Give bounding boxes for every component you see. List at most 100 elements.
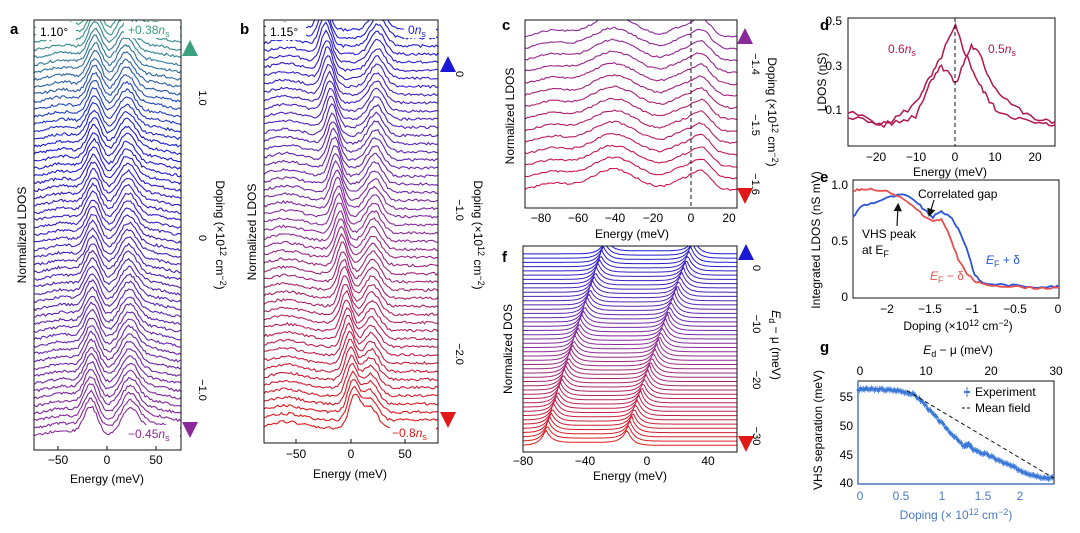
y-tick: 0.5: [831, 234, 848, 248]
panel-d: d 0.6ns 0.5ns LDOS (nS) Energy (meV) 0.1…: [815, 14, 1056, 179]
spectrum-trace: [264, 345, 438, 382]
right-tick: −1.5: [749, 114, 761, 136]
x-tick: −40: [575, 454, 596, 468]
lines-d: [847, 22, 1056, 129]
top-tick: 20: [984, 364, 998, 378]
spectrum-trace: [34, 397, 181, 429]
vhs-peak-arrow: [893, 202, 902, 227]
spectrum-trace: [525, 50, 737, 74]
y-tick: 0.3: [825, 59, 842, 73]
panel-letter: d: [820, 17, 829, 34]
legend-g: Experiment Mean field: [962, 385, 1036, 415]
x-tick: −1: [965, 302, 979, 316]
x-axis-label: Energy (meV): [70, 472, 144, 486]
dos-trace: [523, 393, 737, 412]
x-tick: −50: [48, 453, 69, 467]
integrated-ldos-series-1: [852, 187, 1060, 290]
right-ticks: −1.4 −1.5 −1.6: [749, 53, 761, 195]
x-tick: −50: [286, 447, 307, 461]
spectrum-trace: [264, 258, 438, 292]
dos-trace: [523, 384, 737, 404]
dos-trace: [523, 246, 737, 259]
angle-label: 1.15°: [270, 25, 298, 39]
x-tick: −80: [531, 211, 552, 225]
x-tick: 50: [149, 453, 163, 467]
right-tick: −1.0: [196, 379, 208, 401]
panel-letter: c: [502, 17, 510, 34]
ldos-series-1: [847, 42, 1056, 129]
spectrum-trace: [34, 257, 181, 289]
spectrum-trace: [34, 360, 181, 393]
spectrum-trace: [34, 34, 181, 67]
spectrum-trace: [34, 80, 181, 111]
x-axis-label: Doping (×1012 cm−2): [903, 318, 1012, 333]
x-tick: 2: [1017, 489, 1024, 503]
spectrum-trace: [264, 192, 438, 227]
dos-trace: [523, 333, 737, 353]
x-tick: 0: [644, 454, 651, 468]
top-tick: 0: [857, 364, 864, 378]
label-bg: [266, 22, 306, 40]
label-bg: [124, 425, 180, 441]
x-tick: −10: [906, 150, 927, 164]
spectrum-trace: [34, 389, 181, 423]
dos-trace: [523, 299, 737, 319]
spectrum-trace: [525, 132, 737, 156]
right-ticks: 1.0 0 −1.0: [196, 90, 208, 401]
spectrum-trace: [264, 362, 438, 398]
experiment-point: [1014, 465, 1018, 469]
spectrum-trace: [264, 29, 438, 64]
spectrum-trace: [264, 322, 438, 357]
legend-experiment: Experiment: [975, 385, 1036, 399]
dos-trace: [523, 246, 737, 263]
dos-trace: [523, 291, 737, 310]
spectrum-trace: [34, 317, 181, 348]
experiment-point: [985, 452, 989, 456]
y-tick: 0.5: [825, 14, 842, 28]
series-label-0.6: 0.6ns: [888, 42, 916, 58]
angle-label: 1.10°: [40, 25, 68, 39]
spectrum-trace: [34, 368, 181, 400]
top-doping-label: +0.38ns: [128, 23, 170, 39]
traces-b: [264, 20, 438, 431]
dos-trace: [523, 414, 737, 434]
y-tick: 55: [840, 390, 854, 404]
panel-c: c Normalized LDOS Energy (meV) −80 −60 −…: [502, 17, 780, 241]
x-axis-label: Energy (meV): [593, 469, 667, 483]
x-tick: −20: [866, 150, 887, 164]
x-tick: 0: [1055, 302, 1062, 316]
spectrum-trace: [34, 278, 181, 312]
integrated-ldos-series-0: [852, 193, 1060, 289]
x-tick: 20: [1028, 150, 1042, 164]
spectrum-trace: [34, 153, 181, 185]
right-tick: −1.4: [749, 53, 761, 75]
spectrum-trace: [34, 383, 181, 415]
right-tick: −20: [750, 371, 762, 390]
dos-trace: [523, 246, 737, 255]
x-tick: −20: [643, 211, 664, 225]
spectrum-trace: [34, 182, 181, 215]
right-tick: −10: [750, 315, 762, 334]
x-tick: 1.5: [975, 489, 992, 503]
spectrum-trace: [34, 249, 181, 282]
spectrum-trace: [34, 219, 181, 252]
spectrum-trace: [264, 370, 438, 406]
spectrum-trace: [264, 80, 438, 113]
panel-f: f Normalized DOS Energy (meV) −80 −40 0 …: [501, 244, 783, 483]
dos-trace: [523, 259, 737, 276]
x-tick: 20: [722, 211, 736, 225]
experiment-point: [935, 415, 939, 419]
spectrum-trace: [264, 275, 438, 309]
dos-trace: [523, 322, 737, 340]
spectrum-trace: [264, 241, 438, 276]
series-label-0.5: 0.5ns: [988, 42, 1016, 58]
x-ticks: −2 −1.5 −1 −0.5 0: [880, 302, 1062, 316]
label-bg: [404, 22, 436, 38]
spectrum-trace: [264, 103, 438, 138]
spectrum-trace: [34, 376, 181, 408]
spectrum-trace: [34, 177, 181, 207]
plot-frame: [33, 19, 182, 451]
spectrum-trace: [34, 273, 181, 304]
experiment-point: [960, 441, 963, 445]
dos-trace: [523, 373, 737, 391]
